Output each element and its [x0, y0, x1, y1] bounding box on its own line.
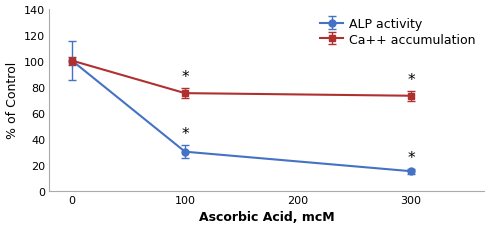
Y-axis label: % of Control: % of Control [5, 62, 19, 139]
Text: *: * [181, 70, 189, 85]
Text: *: * [407, 72, 415, 87]
Text: *: * [181, 127, 189, 142]
Text: *: * [407, 150, 415, 165]
Legend: ALP activity, Ca++ accumulation: ALP activity, Ca++ accumulation [318, 16, 478, 49]
X-axis label: Ascorbic Acid, mcM: Ascorbic Acid, mcM [199, 210, 335, 224]
